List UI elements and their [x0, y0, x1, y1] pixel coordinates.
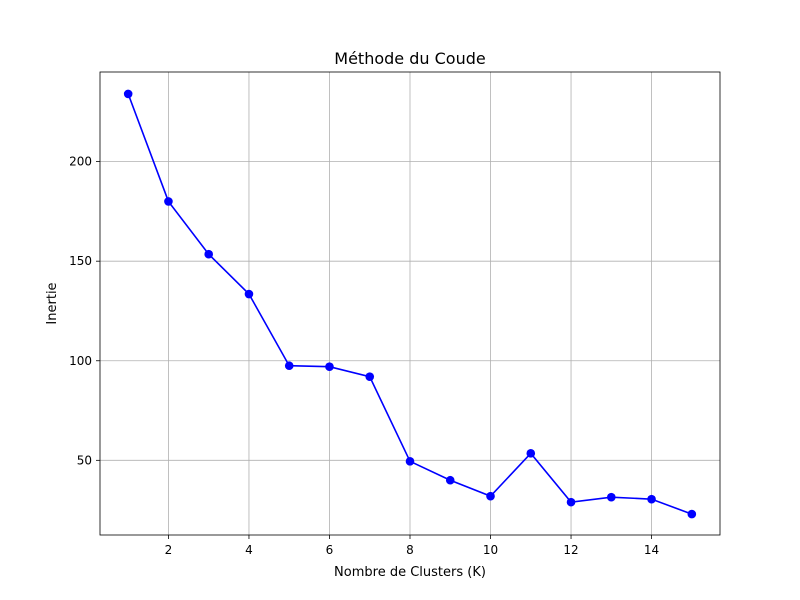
data-point [244, 289, 254, 299]
x-tick-label: 6 [326, 543, 334, 557]
data-point [405, 457, 415, 466]
series-layer [123, 89, 697, 519]
data-point [204, 249, 214, 259]
y-tick-label: 150 [69, 254, 92, 268]
data-point [365, 372, 375, 381]
data-point [164, 197, 173, 206]
data-point [325, 362, 334, 372]
chart-title: Méthode du Coude [334, 49, 485, 68]
x-tick-label: 12 [563, 543, 578, 557]
x-tick-label: 10 [483, 543, 498, 557]
x-tick-label: 14 [644, 543, 659, 557]
data-point [566, 497, 576, 507]
x-tick-label: 4 [245, 543, 253, 557]
data-point [687, 509, 697, 519]
axis-ticks: 2 4 6 8 10 12 14 50 100 150 200 [69, 155, 659, 557]
x-tick-label: 8 [406, 543, 414, 557]
x-tick-label: 2 [165, 543, 173, 557]
grid [100, 72, 720, 535]
data-point [606, 492, 616, 502]
data-point [123, 89, 133, 99]
y-tick-label: 100 [69, 354, 92, 368]
data-point [526, 449, 536, 458]
data-point [445, 475, 455, 485]
data-point [486, 491, 495, 501]
y-tick-label: 200 [69, 155, 92, 169]
y-axis-label: Inertie [45, 282, 60, 324]
x-axis-label: Nombre de Clusters (K) [334, 565, 486, 580]
plot-frame [99, 71, 721, 536]
data-point [284, 361, 294, 371]
y-tick-label: 50 [77, 453, 92, 467]
data-point [647, 494, 656, 504]
